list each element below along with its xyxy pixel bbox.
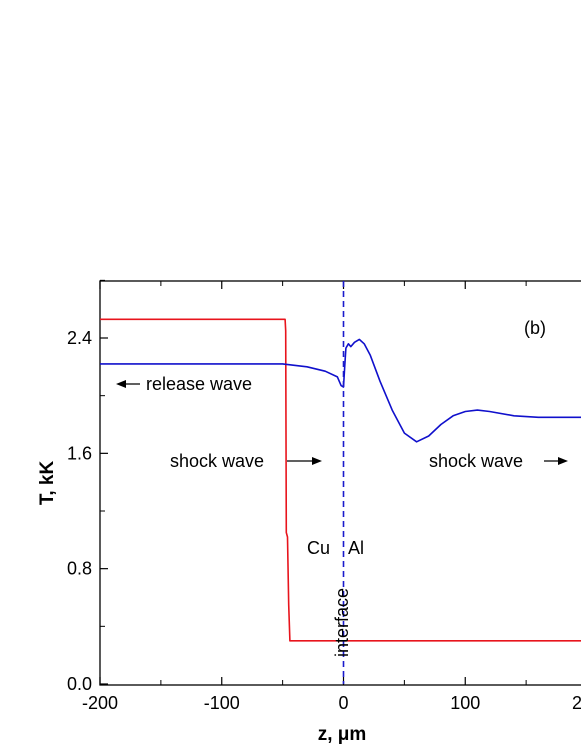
shock-wave-right-annotation: shock wave — [429, 451, 568, 471]
x-tick-label: 0 — [338, 693, 348, 713]
series-line-1 — [100, 318, 581, 642]
y-tick-label: 0.0 — [67, 674, 92, 694]
shock-wave-right-label: shock wave — [429, 451, 523, 471]
al-label: Al — [348, 538, 364, 558]
y-tick-label: 0.8 — [67, 559, 92, 579]
y-axis-title: T, kK — [37, 461, 58, 506]
release-wave-annotation: release wave — [116, 374, 252, 394]
x-tick-label: 200 — [572, 693, 581, 713]
release-wave-label: release wave — [146, 374, 252, 394]
plot-frame — [99, 280, 581, 686]
shock-wave-right-arrowhead — [558, 457, 568, 465]
cu-label: Cu — [307, 538, 330, 558]
series-line-2 — [100, 338, 581, 443]
shock-wave-left-label: shock wave — [170, 451, 264, 471]
interface-label: interface — [332, 588, 352, 657]
x-tick-label: 100 — [450, 693, 480, 713]
x-tick-label: -100 — [204, 693, 240, 713]
shock-wave-left-arrowhead — [312, 457, 322, 465]
release-wave-arrowhead — [116, 380, 126, 388]
x-axis-title: z, μm — [318, 724, 367, 745]
panel-label: (b) — [524, 318, 546, 338]
x-tick-label: -200 — [82, 693, 118, 713]
y-tick-label: 1.6 — [67, 443, 92, 463]
shock-wave-left-annotation: shock wave — [170, 451, 322, 471]
y-tick-label: 2.4 — [67, 328, 92, 348]
